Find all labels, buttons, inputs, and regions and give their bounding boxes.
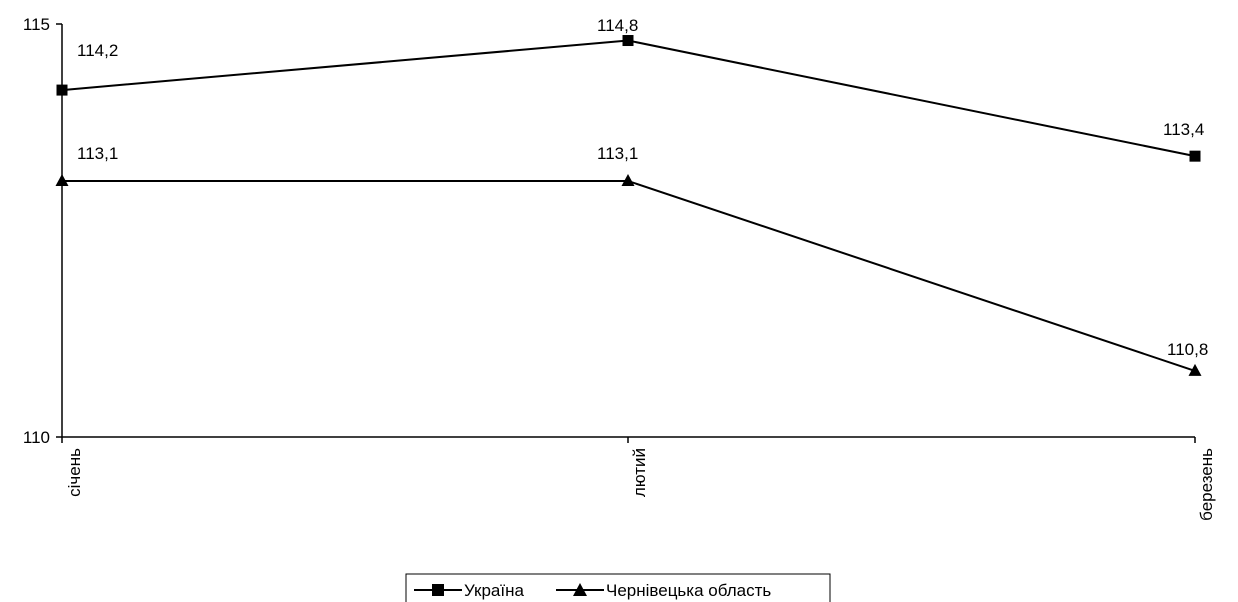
data-point-ukraine-1 — [56, 84, 68, 96]
data-label-chernivtsi-2: 113,1 — [597, 144, 638, 163]
legend-box — [405, 573, 831, 602]
legend-label-ukraine: Україна — [464, 581, 524, 600]
series-line-chernivtsi — [62, 179, 1196, 372]
legend-marker-ukraine — [432, 584, 444, 596]
legend-marker-chernivtsi — [573, 583, 587, 596]
category-label-3: березень — [1197, 448, 1216, 521]
data-point-chernivtsi-3 — [1188, 363, 1202, 376]
category-label-2: лютий — [630, 448, 649, 497]
series-line-ukraine — [61, 39, 1196, 158]
data-label-ukraine-1: 114,2 — [77, 41, 118, 60]
data-label-chernivtsi-1: 113,1 — [77, 144, 118, 163]
data-label-chernivtsi-3: 110,8 — [1167, 340, 1208, 359]
data-point-ukraine-2 — [622, 35, 634, 47]
legend-label-chernivtsi: Чернівецька область — [606, 581, 771, 600]
data-point-chernivtsi-2 — [621, 173, 635, 186]
y-tick-label-max: 115 — [23, 15, 50, 34]
category-label-1: січень — [65, 448, 84, 497]
data-point-ukraine-3 — [1189, 150, 1201, 162]
series-chernivtsi — [55, 173, 1202, 376]
data-label-ukraine-2: 114,8 — [597, 16, 638, 35]
data-label-ukraine-3: 113,4 — [1163, 120, 1204, 139]
data-point-chernivtsi-1 — [55, 173, 69, 186]
y-tick-label-min: 110 — [23, 428, 50, 447]
legend: Україна Чернівецька область — [405, 573, 831, 602]
series-ukraine — [56, 35, 1201, 162]
